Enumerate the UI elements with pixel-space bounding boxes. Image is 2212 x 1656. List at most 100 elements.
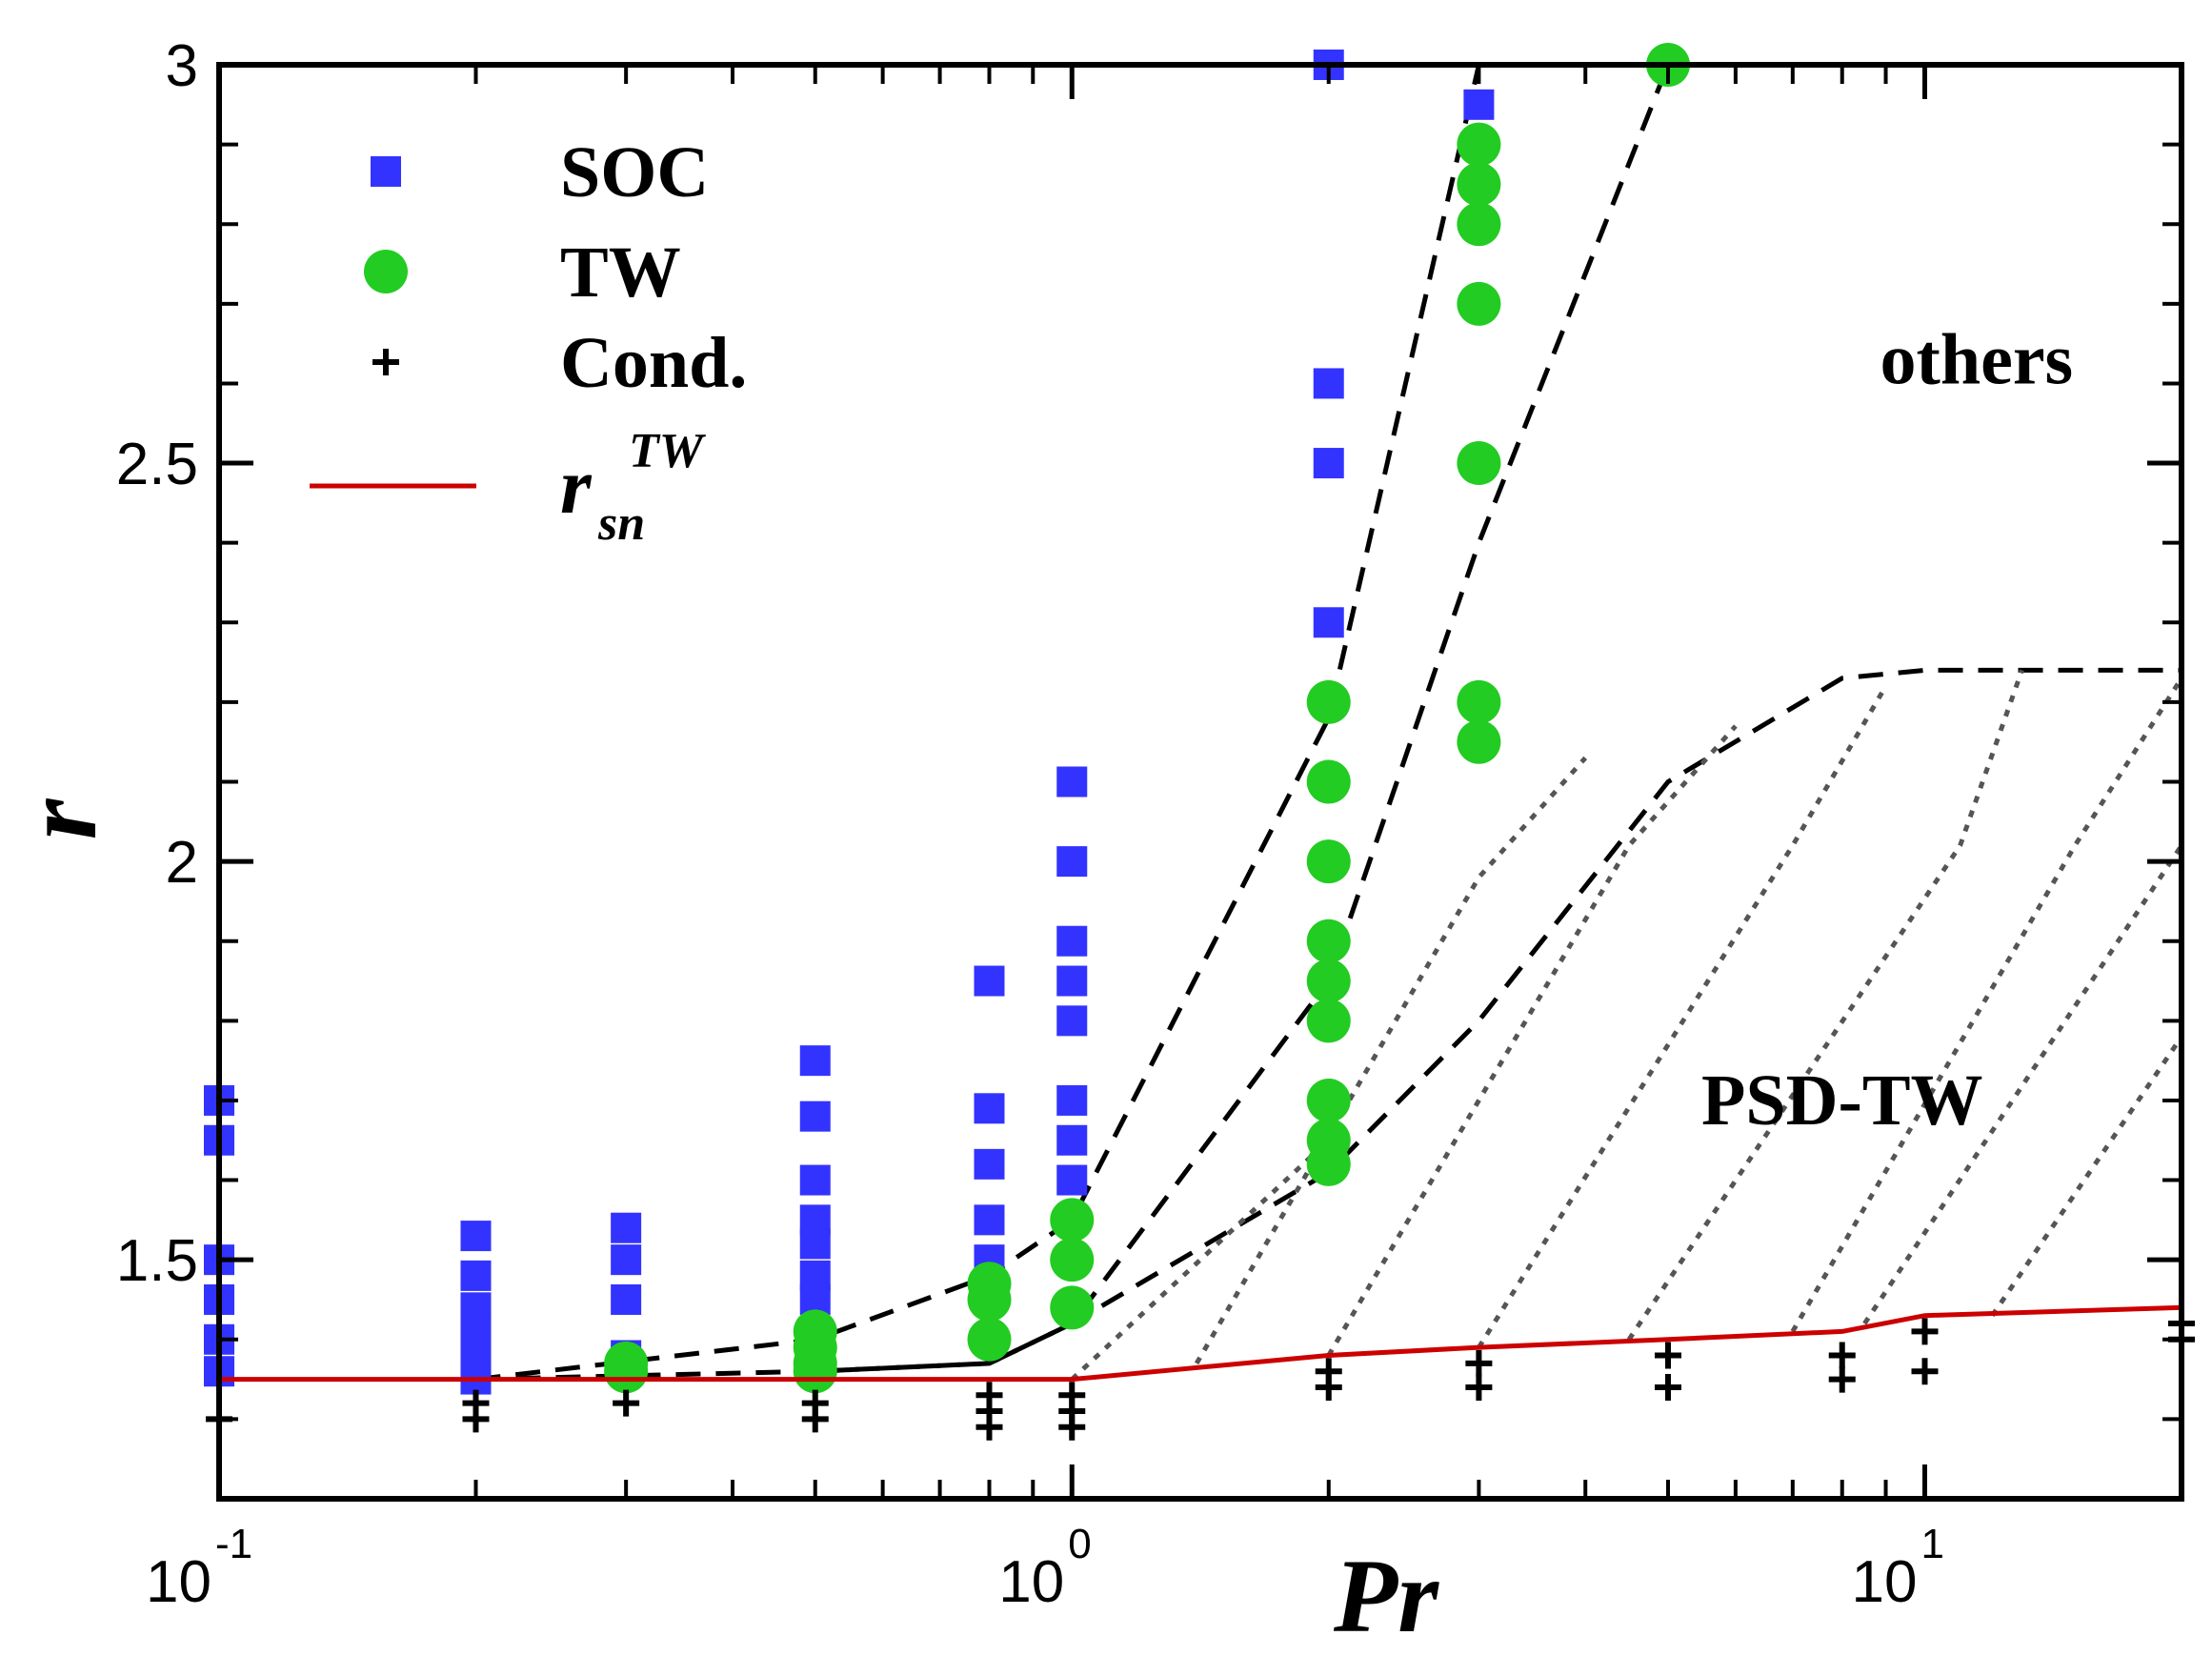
region-label-1: PSD-TW [1701,1060,1983,1141]
tw-point-27 [1457,719,1501,764]
cond-point-3 [613,1389,640,1417]
soc-point-41 [1313,448,1344,479]
tw-point-18 [1306,1078,1351,1122]
legend-label-soc: SOC [560,132,709,212]
soc-point-32 [1056,925,1088,957]
soc-point-40 [1313,368,1344,399]
tw-point-21 [1457,122,1501,167]
cond-point-15 [1465,1373,1493,1401]
tw-point-10 [1050,1238,1095,1282]
tw-point-26 [1457,679,1501,724]
soc-point-16 [799,1045,831,1077]
tw-point-13 [1306,759,1351,804]
legend-label-cond: Cond. [560,323,747,403]
annotations: others PSD-TW [1701,319,2073,1141]
tw-point-8 [967,1317,1012,1362]
tw-point-20 [1306,1141,1351,1186]
x-axis-title: Pr [1333,1538,1439,1651]
tw-point-9 [1050,1198,1095,1242]
cond-point-19 [1828,1365,1856,1393]
cond-point-11 [1058,1413,1086,1441]
dotted-guide-line-7 [1626,669,2024,1342]
soc-point-36 [1056,1124,1088,1156]
tw-point-12 [1306,679,1351,724]
cond-point-16 [1655,1342,1682,1369]
soc-point-24 [974,965,1005,997]
tw-point-15 [1306,919,1351,963]
x-tick-exponent-2: 1 [1921,1521,1944,1567]
series-cond [206,1310,2195,1441]
tw-point-1 [604,1349,649,1394]
cond-point-18 [1828,1342,1856,1369]
tw-point-7 [967,1277,1012,1322]
legend-label-rsn-base: r [560,442,593,531]
dashed-boundary-line-1 [814,64,1671,1374]
legend-item-rsn: r sn TW [310,424,707,551]
soc-point-17 [799,1101,831,1132]
rsn-line [219,1304,2182,1383]
soc-point-34 [1056,1005,1088,1037]
legend-item-soc: SOC [371,132,709,212]
cond-point-13 [1315,1373,1342,1401]
cond-point-8 [975,1413,1003,1441]
dotted-guide-line-3 [1070,1138,1331,1382]
legend-label-rsn-sub: sn [597,496,645,551]
cond-point-21 [1911,1358,1939,1385]
soc-point-25 [974,1093,1005,1124]
cond-point-17 [1655,1373,1682,1401]
dashed-boundary-line-2 [475,667,2182,1383]
soc-point-12 [611,1212,642,1243]
soc-point-37 [1056,1164,1088,1196]
dashed-boundary-line-0 [475,64,1481,1383]
tw-point-25 [1457,441,1501,486]
dotted-guide-line-5 [1326,724,1738,1357]
dotted-guide-line-10 [1990,1035,2184,1318]
cond-point-2 [462,1405,490,1433]
soc-point-6 [460,1221,492,1252]
cond-point-14 [1465,1349,1493,1377]
x-tick-label-1: 10 [998,1549,1064,1615]
legend-item-tw: TW [364,232,681,313]
legend-symbol-tw [364,250,408,293]
series-soc [204,50,1495,1395]
tw-point-23 [1457,202,1501,247]
legend: SOC TW Cond. r sn TW [310,132,747,551]
y-tick-label-1: 2 [166,830,198,896]
soc-point-33 [1056,965,1088,997]
tw-point-16 [1306,959,1351,1003]
x-tick-label-2: 10 [1852,1549,1918,1615]
tw-point-17 [1306,999,1351,1043]
soc-point-27 [974,1204,1005,1236]
cond-point-20 [1911,1318,1939,1345]
soc-point-42 [1313,607,1344,638]
boundary-lines [475,64,2184,1383]
cond-point-5 [801,1405,829,1433]
y-axis-title: r [2,798,118,839]
soc-point-20 [799,1228,831,1260]
soc-point-31 [1056,846,1088,878]
region-label-0: others [1880,319,2074,399]
tw-point-14 [1306,839,1351,884]
legend-label-tw: TW [560,232,681,313]
data-series [204,43,2195,1441]
soc-point-7 [460,1260,492,1291]
legend-symbol-soc [371,156,401,187]
y-tick-label-2: 2.5 [116,432,198,497]
soc-point-26 [974,1148,1005,1180]
x-tick-exponent-1: 0 [1068,1521,1091,1567]
plot-frame [216,62,2184,1502]
series-rsn [219,1304,2182,1383]
tw-point-11 [1050,1285,1095,1330]
y-tick-label-0: 1.5 [116,1228,198,1294]
legend-symbol-cond [372,349,399,375]
soc-point-13 [611,1244,642,1276]
tw-point-22 [1457,162,1501,207]
dotted-guide-line-8 [1790,677,2184,1333]
legend-item-cond: Cond. [372,323,747,403]
tw-point-24 [1457,281,1501,326]
soc-point-43 [1463,89,1495,120]
soc-point-35 [1056,1084,1088,1116]
